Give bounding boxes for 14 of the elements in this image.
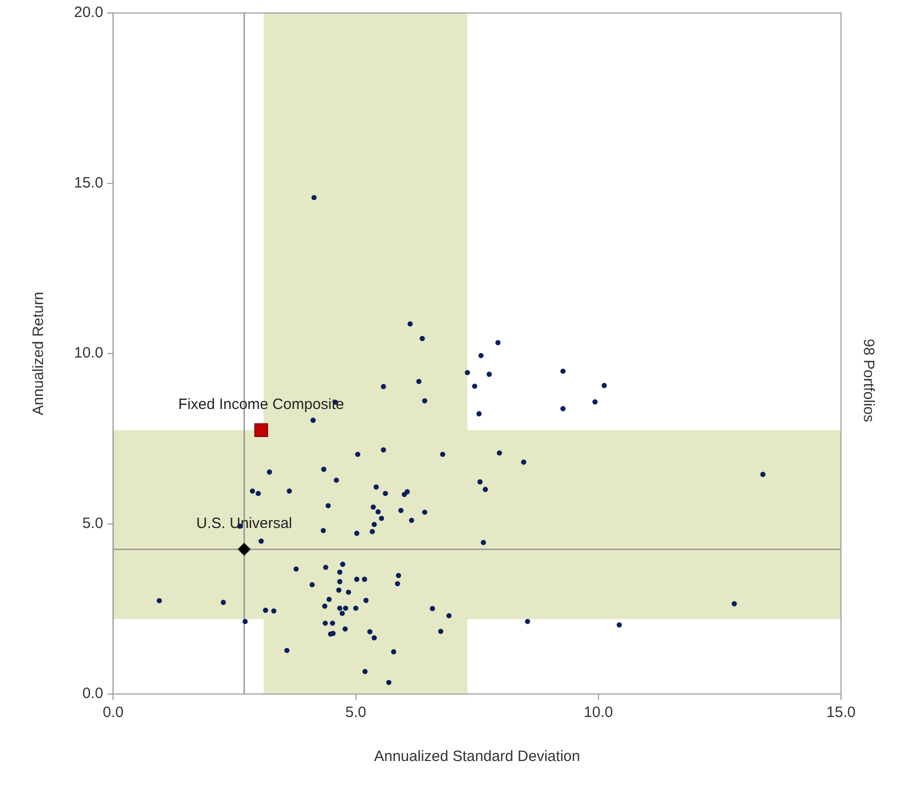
x-tick-label: 10.0	[584, 704, 613, 722]
y-tick-label: 5.0	[82, 514, 104, 532]
series-label: Fixed Income Composite	[178, 396, 344, 413]
y-tick-label: 10.0	[74, 344, 104, 362]
x-tick-label: 15.0	[826, 704, 856, 722]
x-tick-label: 5.0	[345, 704, 366, 722]
y-tick-label: 20.0	[74, 4, 104, 22]
series-label: U.S. Universal	[196, 514, 292, 532]
text: 98 Portfolios	[860, 338, 877, 422]
y-tick-label: 0.0	[82, 685, 104, 702]
y-tick-label: 15.0	[74, 174, 104, 192]
x-axis-title: Annualized Standard Deviation	[374, 748, 580, 766]
y-axis-title: Annualized Return	[30, 292, 48, 416]
x-tick-label: 0.0	[102, 704, 124, 722]
